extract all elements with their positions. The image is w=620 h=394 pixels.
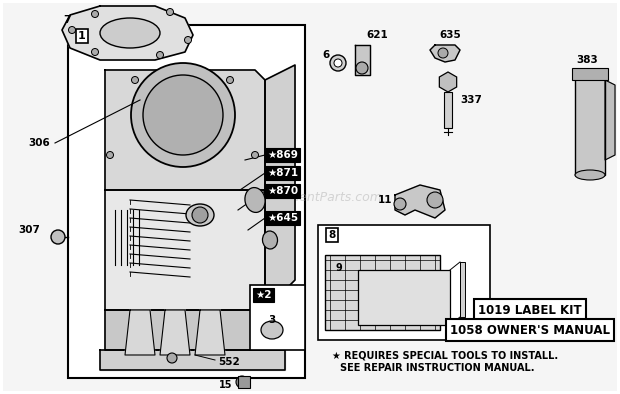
- Text: 635: 635: [439, 30, 461, 40]
- Text: ReplacementParts.com: ReplacementParts.com: [237, 191, 383, 203]
- Text: 10: 10: [490, 302, 505, 312]
- Circle shape: [236, 376, 248, 388]
- Text: 1058 OWNER'S MANUAL: 1058 OWNER'S MANUAL: [450, 323, 610, 336]
- Polygon shape: [62, 6, 193, 60]
- Polygon shape: [605, 80, 615, 160]
- Text: SEE REPAIR INSTRUCTION MANUAL.: SEE REPAIR INSTRUCTION MANUAL.: [340, 363, 534, 373]
- Polygon shape: [430, 45, 460, 62]
- Text: 552: 552: [218, 357, 240, 367]
- Polygon shape: [265, 65, 295, 310]
- Bar: [318, 225, 490, 340]
- Circle shape: [107, 152, 113, 158]
- Circle shape: [427, 192, 443, 208]
- Text: 306: 306: [29, 138, 50, 148]
- Text: ★869: ★869: [267, 150, 298, 160]
- Ellipse shape: [261, 321, 283, 339]
- Ellipse shape: [245, 188, 265, 212]
- Ellipse shape: [575, 170, 605, 180]
- Circle shape: [156, 52, 164, 58]
- Bar: [477, 315, 502, 320]
- Text: 11: 11: [378, 195, 392, 205]
- Text: ★870: ★870: [267, 186, 298, 196]
- Polygon shape: [125, 310, 155, 355]
- Text: 383: 383: [576, 55, 598, 65]
- Polygon shape: [195, 310, 225, 355]
- Polygon shape: [160, 310, 190, 355]
- Text: 7: 7: [63, 15, 71, 25]
- Polygon shape: [100, 350, 285, 370]
- Circle shape: [185, 37, 192, 43]
- Circle shape: [356, 62, 368, 74]
- Text: ★2: ★2: [255, 290, 272, 300]
- Circle shape: [192, 207, 208, 223]
- Circle shape: [334, 59, 342, 67]
- Text: 621: 621: [366, 30, 388, 40]
- Bar: [358, 270, 450, 325]
- Text: ★645: ★645: [267, 213, 298, 223]
- Ellipse shape: [186, 204, 214, 226]
- Circle shape: [226, 76, 234, 84]
- Text: 15: 15: [218, 380, 232, 390]
- Ellipse shape: [262, 231, 278, 249]
- Text: 1: 1: [78, 31, 86, 41]
- Text: 9: 9: [335, 263, 342, 273]
- Circle shape: [92, 48, 99, 56]
- Text: ★871: ★871: [267, 168, 298, 178]
- Ellipse shape: [100, 18, 160, 48]
- Bar: [460, 262, 465, 317]
- Circle shape: [167, 353, 177, 363]
- Bar: [444, 92, 452, 128]
- Bar: [250, 285, 305, 350]
- Circle shape: [131, 76, 138, 84]
- Text: 3: 3: [268, 315, 276, 325]
- Bar: [325, 255, 440, 330]
- Text: 337: 337: [460, 95, 482, 105]
- Polygon shape: [355, 45, 370, 75]
- Circle shape: [394, 198, 406, 210]
- Text: 1019 LABEL KIT: 1019 LABEL KIT: [478, 303, 582, 316]
- Text: 6: 6: [323, 50, 330, 60]
- Text: ★ REQUIRES SPECIAL TOOLS TO INSTALL.: ★ REQUIRES SPECIAL TOOLS TO INSTALL.: [332, 350, 558, 360]
- Polygon shape: [105, 70, 265, 190]
- Circle shape: [438, 48, 448, 58]
- Text: 307: 307: [18, 225, 40, 235]
- Circle shape: [68, 26, 76, 33]
- Text: 8: 8: [329, 230, 335, 240]
- Polygon shape: [105, 190, 265, 310]
- Circle shape: [167, 9, 174, 15]
- Circle shape: [330, 55, 346, 71]
- Bar: [575, 70, 605, 175]
- Bar: [238, 376, 250, 388]
- Bar: [572, 68, 608, 80]
- Circle shape: [92, 11, 99, 17]
- Polygon shape: [105, 310, 280, 350]
- Polygon shape: [395, 185, 445, 218]
- Circle shape: [51, 230, 65, 244]
- Circle shape: [131, 63, 235, 167]
- Circle shape: [475, 308, 489, 322]
- Bar: [68, 25, 305, 378]
- Circle shape: [252, 152, 259, 158]
- Circle shape: [143, 75, 223, 155]
